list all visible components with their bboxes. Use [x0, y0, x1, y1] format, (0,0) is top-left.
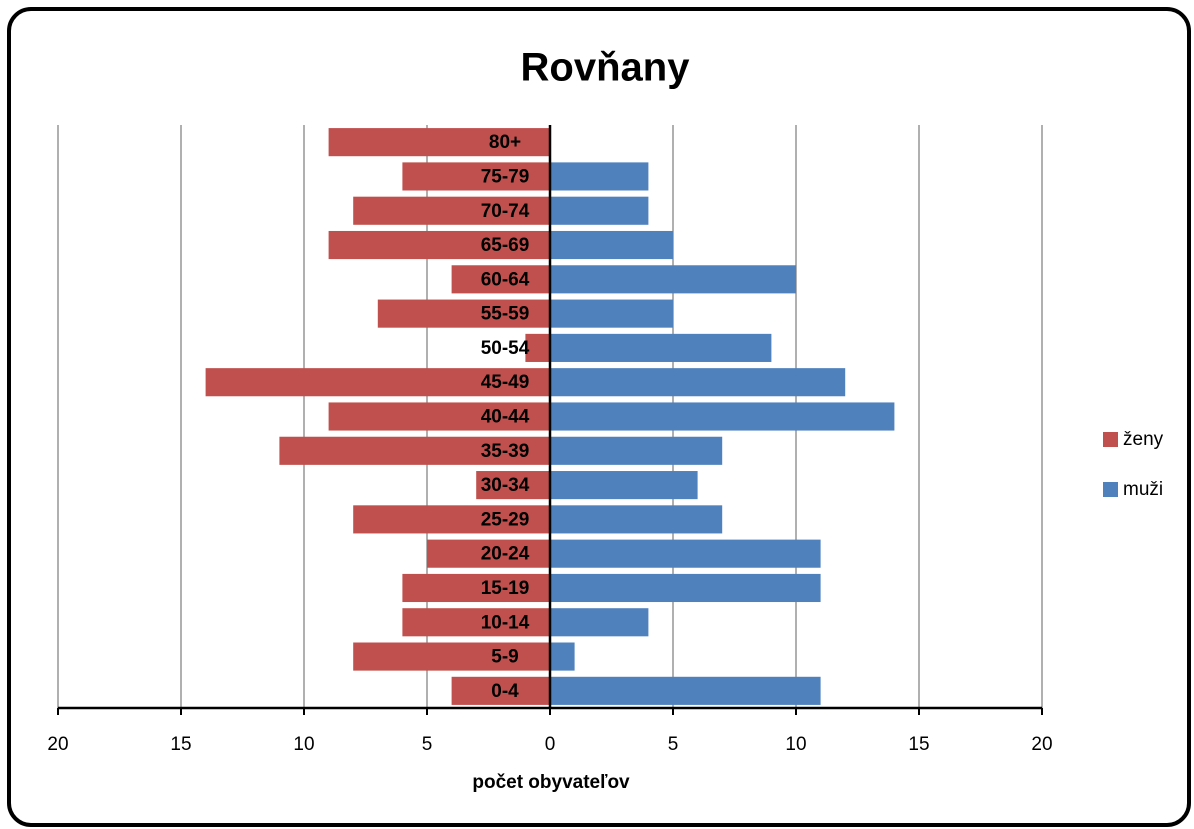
x-tick-label: 15 — [908, 734, 929, 755]
y-tick-label: 10-14 — [481, 612, 530, 633]
bar — [328, 128, 550, 157]
bar — [279, 436, 550, 465]
bar — [427, 539, 550, 568]
y-tick-label: 65-69 — [481, 235, 530, 256]
x-axis-title: počet obyvateľov — [472, 772, 630, 793]
bar — [550, 230, 673, 260]
chart-title: Rovňany — [521, 46, 691, 90]
x-tick-label: 20 — [1031, 734, 1052, 755]
y-tick-label: 35-39 — [481, 441, 530, 462]
y-tick-label: 50-54 — [481, 338, 530, 359]
y-tick-label: 20-24 — [481, 544, 530, 565]
x-tick-label: 15 — [170, 734, 191, 755]
bar — [550, 505, 723, 534]
bar — [328, 230, 550, 260]
bar — [550, 196, 649, 225]
bar — [402, 573, 550, 603]
bar — [550, 333, 772, 362]
y-tick-label: 0-4 — [491, 681, 519, 702]
legend-swatch — [1103, 432, 1118, 447]
y-tick-label: 45-49 — [481, 372, 530, 393]
x-tick-label: 5 — [668, 734, 679, 755]
legend-label: muži — [1123, 479, 1163, 500]
bar — [377, 299, 550, 328]
bar — [550, 436, 723, 465]
bar — [451, 265, 550, 294]
x-tick-label: 5 — [422, 734, 433, 755]
bar — [353, 642, 550, 671]
y-tick-label: 25-29 — [481, 509, 530, 530]
y-tick-label: 80+ — [489, 132, 521, 153]
bar — [328, 402, 550, 431]
bar — [451, 676, 550, 705]
bar — [550, 265, 796, 294]
y-tick-label: 75-79 — [481, 166, 530, 187]
y-tick-label: 55-59 — [481, 304, 530, 325]
bar — [402, 162, 550, 191]
y-tick-label: 40-44 — [481, 407, 530, 428]
legend-swatch — [1103, 482, 1118, 497]
bar — [550, 299, 673, 328]
bar — [476, 471, 550, 500]
bar — [205, 368, 550, 397]
bar — [550, 608, 649, 637]
x-tick-label: 10 — [293, 734, 314, 755]
y-tick-label: 15-19 — [481, 578, 530, 599]
bar — [550, 471, 698, 500]
bar — [550, 539, 821, 568]
bar — [353, 196, 550, 225]
x-tick-label: 0 — [545, 734, 556, 755]
x-tick-label: 20 — [47, 734, 68, 755]
bar — [550, 642, 575, 671]
bar — [550, 162, 649, 191]
bar — [550, 402, 895, 431]
bar — [402, 608, 550, 637]
bar — [550, 573, 821, 603]
bar — [550, 368, 846, 397]
legend-label: ženy — [1123, 429, 1164, 450]
y-tick-label: 70-74 — [481, 201, 530, 222]
y-tick-label: 5-9 — [491, 647, 518, 668]
bar — [353, 505, 550, 534]
x-tick-label: 10 — [785, 734, 806, 755]
y-tick-label: 60-64 — [481, 269, 530, 290]
y-tick-label: 30-34 — [481, 475, 530, 496]
bar — [525, 333, 550, 362]
bar — [550, 676, 821, 705]
